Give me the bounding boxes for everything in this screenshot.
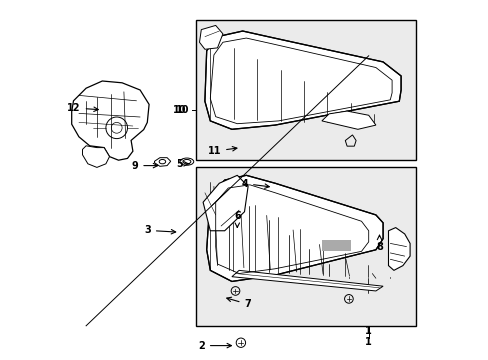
Bar	[196, 20, 415, 160]
Text: 1: 1	[365, 325, 371, 336]
Text: 6: 6	[233, 211, 240, 228]
Text: 12: 12	[67, 103, 98, 113]
Polygon shape	[206, 175, 382, 282]
Text: 10: 10	[176, 105, 189, 115]
Polygon shape	[204, 31, 400, 129]
Text: 3: 3	[144, 225, 175, 235]
Bar	[321, 240, 350, 251]
Text: 4: 4	[241, 179, 269, 189]
Polygon shape	[387, 228, 409, 270]
Polygon shape	[321, 111, 375, 129]
Text: 1: 1	[365, 337, 371, 347]
Polygon shape	[72, 81, 149, 160]
Text: 10: 10	[173, 105, 186, 115]
Polygon shape	[154, 158, 170, 166]
Text: 7: 7	[226, 297, 251, 309]
Text: 9: 9	[131, 161, 157, 171]
Polygon shape	[199, 26, 223, 49]
Text: 8: 8	[375, 235, 382, 252]
Polygon shape	[231, 270, 382, 291]
Text: 5: 5	[176, 159, 188, 169]
Polygon shape	[203, 175, 247, 231]
Text: 2: 2	[198, 341, 231, 351]
Polygon shape	[82, 146, 109, 167]
Bar	[196, 167, 415, 326]
Text: 11: 11	[207, 146, 236, 156]
